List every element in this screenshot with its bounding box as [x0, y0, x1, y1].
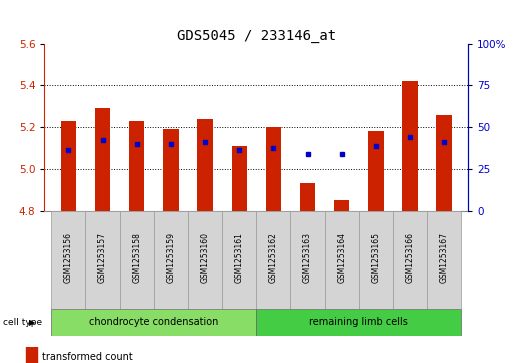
Bar [61, 121, 76, 211]
Text: GSM1253166: GSM1253166 [405, 232, 415, 283]
FancyBboxPatch shape [393, 211, 427, 309]
Text: cell type: cell type [3, 318, 42, 327]
Bar [368, 131, 383, 211]
Text: GSM1253161: GSM1253161 [235, 232, 244, 283]
Text: chondrocyte condensation: chondrocyte condensation [89, 317, 219, 327]
Text: GSM1253160: GSM1253160 [200, 232, 210, 283]
FancyBboxPatch shape [427, 211, 461, 309]
Text: GSM1253156: GSM1253156 [64, 232, 73, 283]
FancyBboxPatch shape [85, 211, 120, 309]
Bar [334, 200, 349, 211]
Bar [163, 129, 178, 211]
Bar [197, 119, 213, 211]
Text: GSM1253158: GSM1253158 [132, 232, 141, 283]
Text: GSM1253157: GSM1253157 [98, 232, 107, 283]
Text: remaining limb cells: remaining limb cells [309, 317, 408, 327]
Text: GSM1253159: GSM1253159 [166, 232, 175, 283]
FancyBboxPatch shape [51, 309, 256, 336]
Text: transformed count: transformed count [42, 352, 132, 362]
FancyBboxPatch shape [290, 211, 325, 309]
FancyBboxPatch shape [120, 211, 154, 309]
FancyBboxPatch shape [256, 211, 290, 309]
Bar [437, 114, 452, 211]
FancyBboxPatch shape [188, 211, 222, 309]
FancyBboxPatch shape [256, 309, 461, 336]
FancyBboxPatch shape [222, 211, 256, 309]
Text: ▶: ▶ [29, 318, 35, 327]
FancyBboxPatch shape [325, 211, 359, 309]
FancyBboxPatch shape [359, 211, 393, 309]
Text: GSM1253167: GSM1253167 [440, 232, 449, 283]
Bar [232, 146, 247, 211]
FancyBboxPatch shape [51, 211, 85, 309]
Bar [266, 127, 281, 211]
Bar [402, 81, 418, 211]
Bar [26, 346, 37, 363]
Bar [95, 108, 110, 211]
Title: GDS5045 / 233146_at: GDS5045 / 233146_at [177, 29, 336, 42]
Text: GSM1253163: GSM1253163 [303, 232, 312, 283]
FancyBboxPatch shape [154, 211, 188, 309]
Text: GSM1253164: GSM1253164 [337, 232, 346, 283]
Bar [300, 183, 315, 211]
Text: GSM1253165: GSM1253165 [371, 232, 380, 283]
Bar [129, 121, 144, 211]
Text: GSM1253162: GSM1253162 [269, 232, 278, 283]
